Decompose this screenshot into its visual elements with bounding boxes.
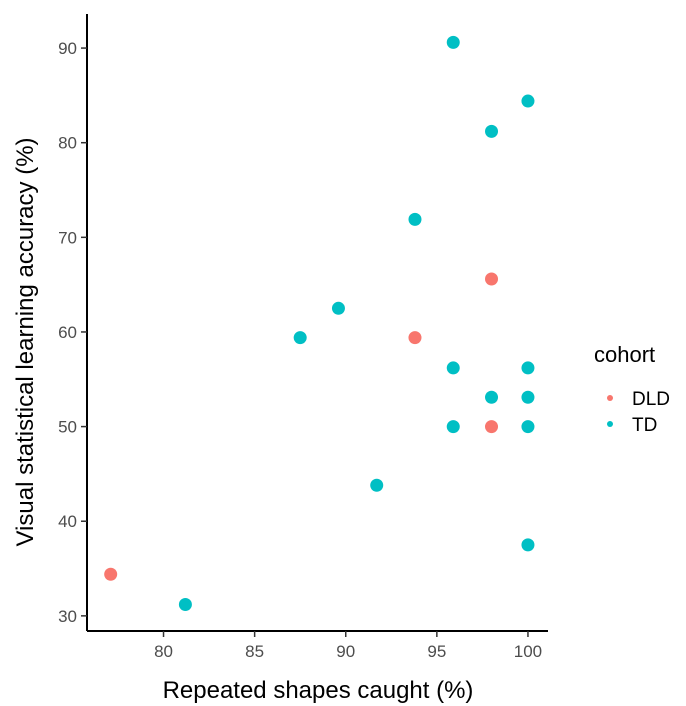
data-point-td — [485, 390, 499, 404]
data-point-td — [521, 361, 535, 375]
data-point-dld — [485, 272, 499, 286]
data-point-td — [446, 420, 460, 434]
y-axis-title: Visual statistical learning accuracy (%) — [12, 137, 39, 546]
y-tick-label: 90 — [58, 39, 77, 58]
data-point-td — [408, 212, 422, 226]
data-point-dld — [485, 420, 499, 434]
data-point-td — [293, 331, 307, 345]
legend-label-dld: DLD — [632, 389, 670, 410]
legend-key-dld — [607, 395, 613, 401]
data-point-td — [521, 538, 535, 552]
data-point-td — [446, 361, 460, 375]
y-tick-label: 60 — [58, 323, 77, 342]
data-point-td — [331, 301, 345, 315]
legend-title: cohort — [594, 342, 655, 367]
legend-key-td — [607, 421, 613, 427]
x-axis-title: Repeated shapes caught (%) — [163, 677, 474, 704]
data-point-td — [178, 598, 192, 612]
data-point-td — [521, 94, 535, 108]
x-tick-label: 85 — [245, 642, 264, 661]
data-point-dld — [104, 567, 118, 581]
y-tick-label: 30 — [58, 607, 77, 626]
x-tick-label: 100 — [514, 642, 542, 661]
data-point-td — [521, 420, 535, 434]
data-point-td — [446, 35, 460, 49]
y-tick-label: 80 — [58, 134, 77, 153]
legend-label-td: TD — [632, 415, 657, 436]
x-tick-label: 95 — [427, 642, 446, 661]
x-tick-label: 90 — [336, 642, 355, 661]
x-tick-label: 80 — [154, 642, 173, 661]
data-point-td — [521, 390, 535, 404]
y-tick-label: 70 — [58, 228, 77, 247]
y-tick-label: 40 — [58, 512, 77, 531]
data-point-dld — [408, 331, 422, 345]
data-point-td — [370, 478, 384, 492]
y-tick-label: 50 — [58, 418, 77, 437]
data-point-td — [485, 124, 499, 138]
